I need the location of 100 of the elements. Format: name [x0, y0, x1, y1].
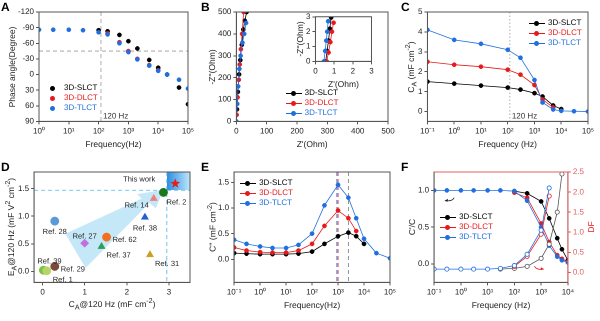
- x-tick-label: 10⁴: [562, 287, 575, 296]
- legend-label: 3D-DLCT: [548, 28, 582, 38]
- x-tick-label: 10²: [502, 126, 514, 136]
- x-tick-label: 10²: [92, 126, 105, 136]
- y-tick-label: 0.0: [418, 259, 430, 268]
- x-tick-label: 200: [290, 126, 304, 136]
- y-tick-label: 100: [218, 94, 232, 104]
- x-tick-label: 0: [40, 287, 46, 296]
- x-axis-title: Frequency (Hz): [472, 300, 530, 310]
- y-tick-label: 5: [418, 7, 423, 16]
- x-tick-label: 0: [234, 126, 240, 136]
- y-tick-label: 90: [25, 116, 35, 126]
- legend-label: 3D-DLCT: [64, 93, 98, 104]
- legend-label: 3D-SLCT: [64, 83, 98, 94]
- y-tick-label: 1: [306, 42, 311, 51]
- y2-axis-title: DF: [586, 222, 596, 233]
- x-tick-label: 10³: [535, 287, 548, 296]
- x-tick-label: 10¹: [475, 126, 488, 136]
- y-tick-label: 200: [218, 72, 232, 82]
- legend-label: 3D-TLCT: [459, 232, 492, 242]
- x-tick-label: 100: [260, 126, 274, 136]
- legend-label: 3D-SLCT: [459, 212, 492, 222]
- y-tick-label: 0.5: [18, 238, 30, 248]
- x-tick-label: 10⁰: [254, 287, 266, 296]
- x-tick-label: 10³: [332, 287, 344, 296]
- x-tick-label: 10²: [508, 287, 520, 296]
- x-tick-label: 10⁰: [454, 287, 467, 296]
- legend-label: 3D-SLCT: [548, 18, 582, 28]
- legend-label: 3D-DLCT: [459, 222, 493, 232]
- y2-tick-label: 0.0: [572, 268, 585, 277]
- y-axis-title: C'/C: [406, 219, 417, 236]
- y-tick-label: 1.0: [418, 186, 430, 195]
- ref-line-label: 120 Hz: [512, 111, 538, 120]
- legend-label: 3D-DLCT: [259, 188, 293, 198]
- x-tick-label: 10⁻¹: [226, 287, 242, 296]
- legend-label: 3D-TLCT: [259, 198, 292, 208]
- y-tick-label: 0: [306, 56, 311, 66]
- x-tick-label: 10⁴: [555, 126, 568, 136]
- y2-tick-label: 2.5: [572, 167, 585, 176]
- y-axis-title: -Z''(Ohm): [294, 21, 305, 57]
- x-tick-label: 500: [381, 126, 396, 136]
- chart-title: B: [201, 0, 210, 14]
- x-tick-label: 300: [320, 126, 335, 136]
- x-tick-label: 10⁰: [33, 126, 45, 136]
- x-tick-label: 2: [124, 287, 130, 296]
- y-tick-label: 0.0: [18, 266, 30, 276]
- x-tick-label: 10²: [306, 287, 318, 296]
- x-tick-label: 10⁵: [182, 126, 194, 136]
- x-tick-label: 10³: [528, 126, 541, 136]
- x-tick-label: 3: [369, 66, 374, 76]
- chart-title: F: [401, 160, 408, 174]
- x-tick-label: 10³: [122, 126, 135, 136]
- x-tick-label: 1: [332, 66, 337, 76]
- y2-tick-label: 1.5: [572, 207, 585, 216]
- y2-tick-label: 1.0: [572, 227, 585, 236]
- x-axis-title: Z'(Ohm): [328, 78, 359, 89]
- x-tick-label: 10⁻¹: [426, 287, 442, 296]
- y-tick-label: 300: [218, 50, 232, 60]
- y-tick-label: 30: [25, 85, 35, 94]
- y-axis-title: Phase angle(Degree): [6, 26, 17, 108]
- y-tick-label: 60: [25, 100, 35, 110]
- x-axis-title: Z'(Ohm): [296, 138, 328, 149]
- legend-label: 3D-SLCT: [304, 88, 338, 98]
- legend-label: 3D-DLCT: [304, 98, 338, 108]
- y-tick-label: 2: [306, 26, 311, 36]
- x-tick-label: 2: [350, 66, 356, 76]
- x-axis-title: Frequency (Hz): [478, 138, 538, 149]
- chart-title: D: [1, 160, 10, 174]
- ref-line-label: 120 Hz: [102, 111, 128, 120]
- y-tick-label: -90: [22, 22, 35, 32]
- y-tick-label: -30: [22, 54, 35, 64]
- y-tick-label: 3: [306, 12, 311, 22]
- x-tick-label: 10⁵: [582, 126, 594, 136]
- y-axis-title: -Z''(Ohm): [206, 49, 217, 84]
- y-tick-label: -60: [22, 38, 35, 48]
- x-axis-title: Frequency(Hz): [85, 138, 142, 149]
- x-tick-label: 10⁴: [152, 126, 165, 136]
- x-tick-label: 1: [82, 287, 88, 296]
- x-tick-label: 10⁴: [358, 287, 371, 296]
- y-tick-label: 3: [418, 46, 423, 56]
- legend-label: 3D-TLCT: [548, 38, 581, 48]
- x-tick-label: 10⁵: [384, 287, 396, 296]
- y-tick-label: 0.5: [218, 228, 230, 238]
- y-tick-label: 0.5: [418, 222, 430, 232]
- x-axis-title: C$_{A}$@120 Hz (mF cm$^{-2}$): [68, 297, 156, 312]
- x-tick-label: 3: [166, 287, 172, 296]
- y2-tick-label: 0.5: [572, 247, 585, 256]
- x-tick-label: 0: [313, 66, 318, 76]
- y-tick-label: 4: [418, 27, 423, 36]
- x-tick-label: 10¹: [63, 126, 75, 136]
- chart-title: E: [201, 160, 210, 174]
- legend-label: 3D-TLCT: [64, 103, 97, 114]
- y-tick-label: 1.5: [218, 177, 230, 186]
- x-tick-label: 10⁰: [448, 126, 460, 136]
- y-tick-label: 1.0: [18, 211, 30, 220]
- legend-label: 3D-TLCT: [304, 108, 338, 118]
- x-tick-label: 400: [350, 126, 365, 136]
- y-tick-label: 400: [218, 29, 232, 38]
- y-tick-label: 0.0: [218, 254, 230, 264]
- x-tick-label: 10¹: [280, 287, 292, 296]
